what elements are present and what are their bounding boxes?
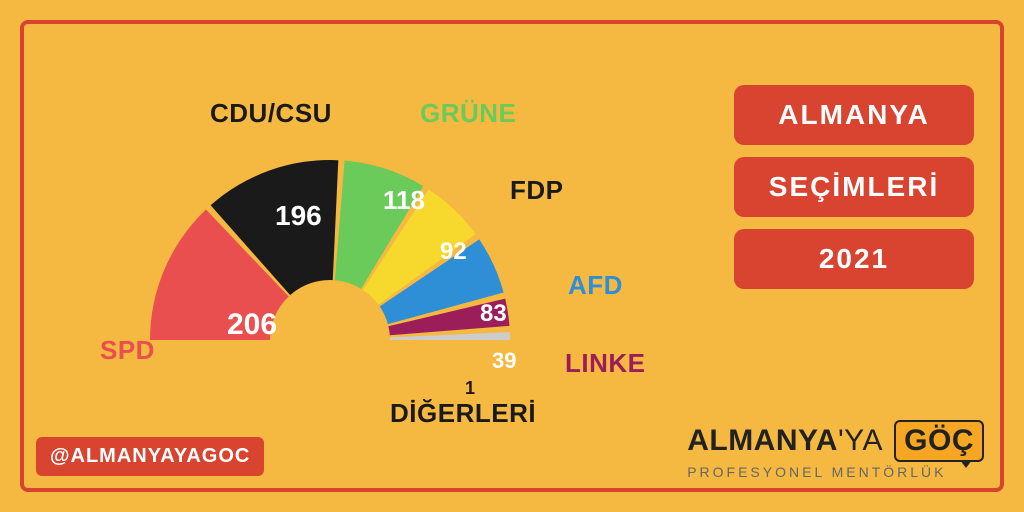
seat-count-linke: 39 xyxy=(492,348,516,374)
party-label-cducsu: CDU/CSU xyxy=(210,98,332,129)
seat-count-fdp: 92 xyxy=(440,238,467,266)
title-box-group: ALMANYA SEÇİMLERİ 2021 xyxy=(734,85,974,289)
logo-line1: ALMANYA'YA GÖÇ xyxy=(687,420,984,462)
title-box-2: SEÇİMLERİ xyxy=(734,157,974,217)
social-handle: @ALMANYAYAGOC xyxy=(36,437,264,476)
logo-word1: ALMANYA xyxy=(687,424,838,457)
seat-count-afd: 83 xyxy=(480,300,507,328)
parliament-chart: SPD206CDU/CSU196GRÜNE118FDP92AFD83LINKE3… xyxy=(60,60,600,380)
party-label-grne: GRÜNE xyxy=(420,98,516,129)
party-label-afd: AFD xyxy=(568,270,623,301)
logo-subtitle: PROFESYONEL MENTÖRLÜK xyxy=(687,464,984,480)
seat-count-cducsu: 196 xyxy=(275,200,322,232)
party-label-fdp: FDP xyxy=(510,175,564,206)
party-label-dierleri: DİĞERLERİ xyxy=(390,398,536,429)
title-box-1: ALMANYA xyxy=(734,85,974,145)
chart-svg xyxy=(110,90,550,370)
seat-count-spd: 206 xyxy=(227,308,277,342)
logo-word2: 'YA xyxy=(838,424,881,457)
title-box-3: 2021 xyxy=(734,229,974,289)
party-label-linke: LINKE xyxy=(565,348,646,379)
brand-logo: ALMANYA'YA GÖÇ PROFESYONEL MENTÖRLÜK xyxy=(687,420,984,480)
logo-bubble: GÖÇ xyxy=(894,420,984,462)
seat-count-grne: 118 xyxy=(383,185,425,216)
party-label-spd: SPD xyxy=(100,335,155,366)
seat-count-dierleri: 1 xyxy=(465,378,475,399)
